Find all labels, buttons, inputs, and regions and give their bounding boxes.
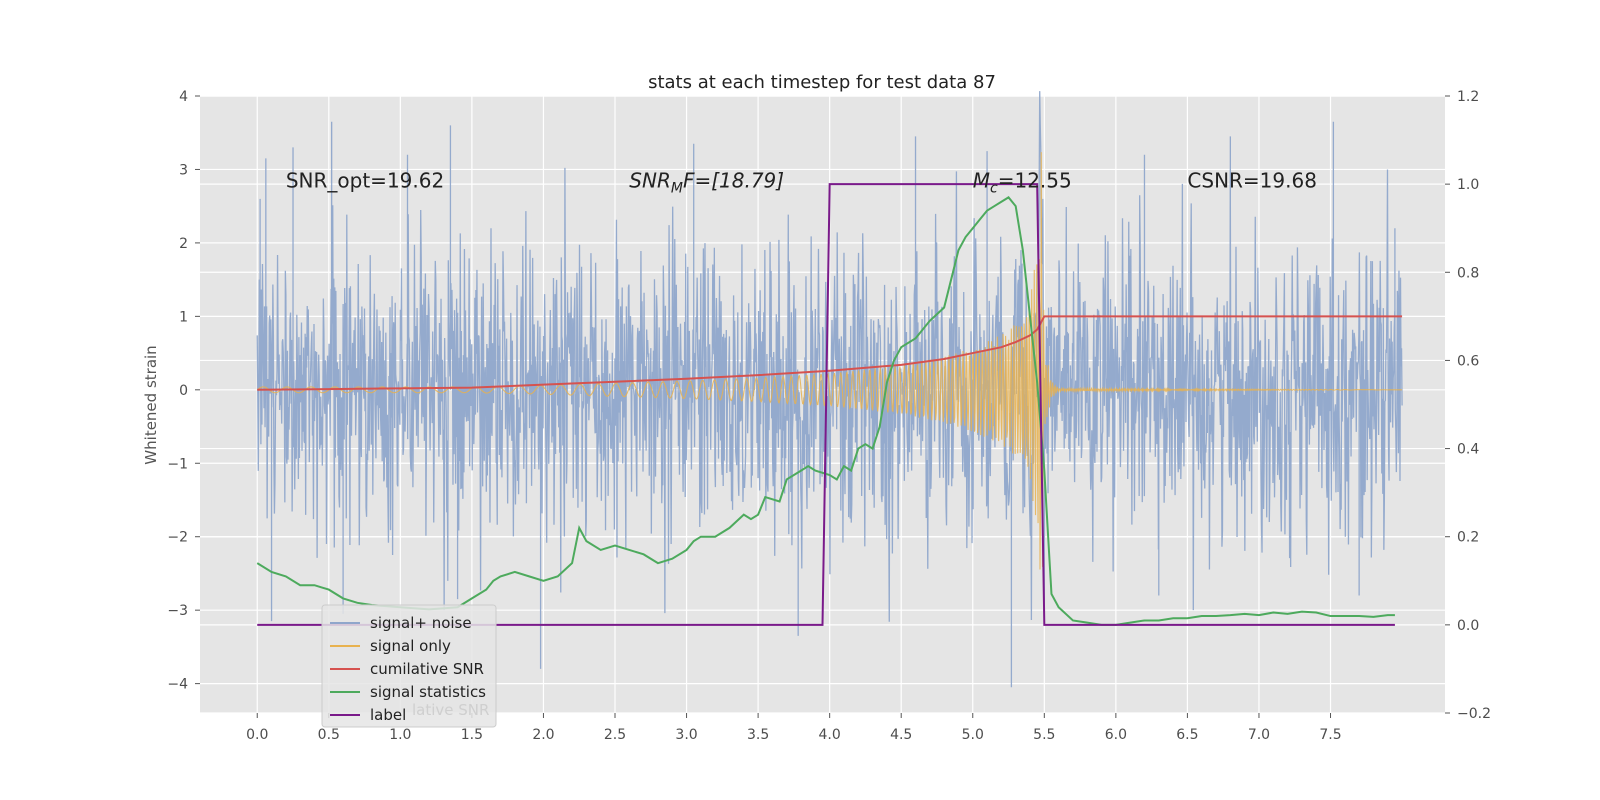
x-tick-label: 6.0 [1105,727,1127,743]
y-right-tick-label: 0.2 [1457,530,1479,546]
y-axis-label: Whitened strain [142,345,160,464]
y-tick-label: 1 [179,309,188,325]
x-tick-label: 7.0 [1248,727,1270,743]
chart-title: stats at each timestep for test data 87 [648,72,996,93]
x-tick-label: 1.0 [389,727,411,743]
legend-ghost-text: lative SNR [412,701,489,719]
series-signal-statistics-line [256,196,1395,626]
series-signal-noise-line [256,91,1403,688]
y-right-tick-label: 0.4 [1457,442,1479,458]
annotations: SNR_opt=19.62 SNRMF=[18.79] Mc=12.55 CSNR=1… [286,168,1317,196]
y-tick-label: 4 [179,89,188,105]
x-tick-label: 0.0 [246,727,268,743]
x-tick-label: 5.5 [1033,727,1055,743]
series-signal-only-line [256,152,1403,570]
y-right-tick-label: 1.0 [1457,177,1479,193]
x-tick-label: 7.5 [1319,727,1341,743]
x-tick-label: 2.0 [532,727,554,743]
annotation-text: SNR_opt=19.62 [286,168,444,192]
y-tick-label: 2 [179,236,188,252]
x-tick-label: 6.5 [1176,727,1198,743]
x-tick-label: 2.5 [604,727,626,743]
series-label-line [257,183,1395,626]
legend: lative SNR signal+ noise signal only cumila… [321,604,497,728]
legend-label: label [370,706,406,724]
y-tick-label: −3 [167,603,188,619]
x-tick-label: 3.0 [675,727,697,743]
y-right-tick-label: 0.6 [1457,353,1479,369]
x-tick-label: 3.5 [747,727,769,743]
legend-label: signal statistics [370,683,486,701]
legend-label: cumilative SNR [370,660,484,678]
annotation-text: CSNR=19.68 [1187,168,1317,192]
legend-box [321,604,497,728]
legend-label: signal+ noise [370,614,472,632]
y-right-tick-label: 0.8 [1457,265,1479,281]
y-tick-label: −4 [167,677,188,693]
annotation-text: Mc=12.55 [973,168,1072,196]
y-tick-label: −2 [167,530,188,546]
x-tick-label: 4.5 [890,727,912,743]
x-tick-label: 1.5 [461,727,483,743]
annotation-text: SNRMF=[18.79] [629,168,784,196]
y-right-tick-label: −0.2 [1457,706,1491,722]
y-right-tick-label: 0.0 [1457,618,1479,634]
x-tick-label: 5.0 [962,727,984,743]
series-layer [256,91,1403,688]
ticks: 0.0 0.5 1.0 1.5 2.0 2.5 3.0 3.5 4.0 4.5 5.0 5.5 6.0 6… [167,89,1491,743]
legend-label: signal only [370,637,451,655]
y-tick-label: 3 [179,162,188,178]
x-tick-label: 4.0 [819,727,841,743]
x-tick-label: 0.5 [318,727,340,743]
y-right-tick-label: 1.2 [1457,89,1479,105]
y-tick-label: 0 [179,383,188,399]
y-tick-label: −1 [167,456,188,472]
